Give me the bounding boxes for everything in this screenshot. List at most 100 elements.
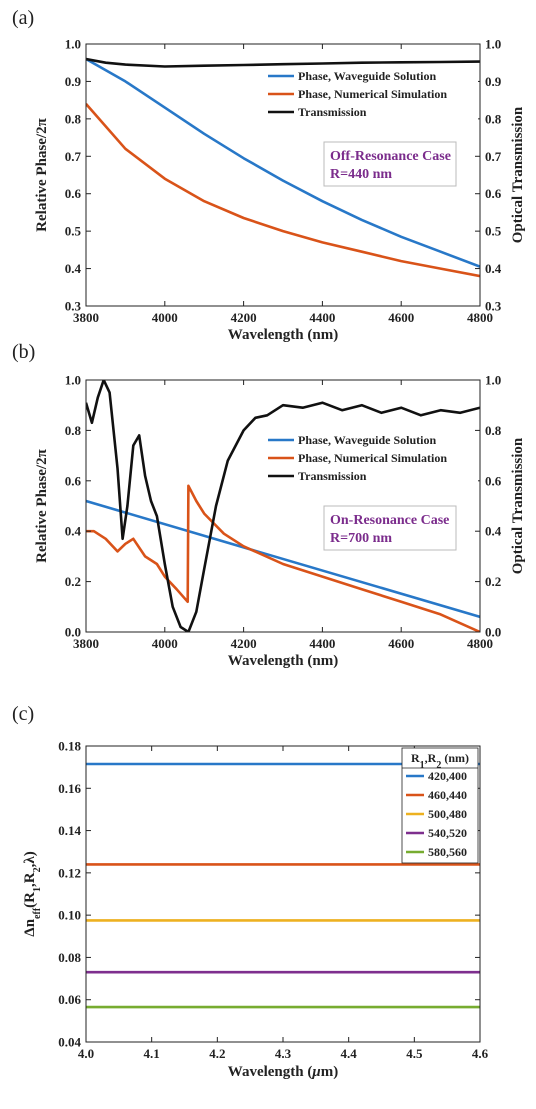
y-tick-label-right: 0.6 xyxy=(485,186,502,201)
x-tick-label: 4800 xyxy=(467,310,493,325)
y-axis-title-left: Relative Phase/2π xyxy=(34,117,50,231)
x-tick-label: 3800 xyxy=(73,310,99,325)
y-tick-label-left: 0.4 xyxy=(65,524,82,539)
annotation-box: On-Resonance Case R=700 nm xyxy=(323,505,457,551)
y-tick-label-left: 1.0 xyxy=(65,373,81,388)
panel-label: (a) xyxy=(12,7,34,29)
y-tick-label-left: 0.4 xyxy=(65,261,82,276)
x-tick-label: 4.2 xyxy=(209,1046,225,1061)
plot-frame xyxy=(85,43,481,307)
legend-entry-2: Phase, Numerical Simulation xyxy=(298,451,447,465)
y-tick-label-left: 0.8 xyxy=(65,423,82,438)
x-axis-title: Wavelength (μm) xyxy=(228,1064,338,1080)
y-tick-label-left: 0.06 xyxy=(58,992,81,1007)
y-axis-title-right: Optical Transmission xyxy=(510,106,526,243)
legend-entry-2: 460,440 xyxy=(428,788,467,802)
y-tick-label-right: 0.5 xyxy=(485,224,502,239)
series-line-1 xyxy=(86,57,480,268)
x-tick-label: 4600 xyxy=(388,310,414,325)
y-tick-label-left: 1.0 xyxy=(65,37,81,52)
series-group xyxy=(86,57,480,278)
x-tick-label: 4200 xyxy=(231,636,257,651)
y-tick-label-left: 0.6 xyxy=(65,473,82,488)
plot-frame xyxy=(85,379,481,633)
legend: R1,R2 (nm)420,400 460,440 500,480 540,520 58… xyxy=(401,747,479,864)
y-tick-label-left: 0.5 xyxy=(65,224,82,239)
series-group xyxy=(86,380,480,632)
annotation-line-2: R=700 nm xyxy=(330,531,392,546)
y-tick-label-right: 0.4 xyxy=(485,261,502,276)
x-tick-label: 4000 xyxy=(152,636,178,651)
legend: Phase, Waveguide Solution Phase, Numerica… xyxy=(264,432,478,490)
x-tick-label: 4.6 xyxy=(472,1046,489,1061)
annotation-box: Off-Resonance Case R=440 nm xyxy=(323,141,457,187)
x-tick-label: 4800 xyxy=(467,636,493,651)
annotation-line-1: Off-Resonance Case xyxy=(330,149,451,164)
legend-entry-1: Phase, Waveguide Solution xyxy=(298,69,436,83)
x-tick-label: 4.3 xyxy=(275,1046,292,1061)
panel-b: (b)3800 4000 4200 4400 4600 48000.00.20.40.60… xyxy=(12,341,526,669)
y-tick-label-left: 0.12 xyxy=(58,865,81,880)
y-tick-label-right: 0.8 xyxy=(485,423,502,438)
x-tick-label: 3800 xyxy=(73,636,99,651)
y-tick-label-right: 0.2 xyxy=(485,574,501,589)
legend-box xyxy=(264,68,478,126)
legend-entry-3: Transmission xyxy=(298,105,367,119)
y-tick-label-left: 0.9 xyxy=(65,74,82,89)
series-line-3 xyxy=(86,380,480,632)
y-tick-label-left: 0.16 xyxy=(58,781,81,796)
y-tick-label-left: 0.10 xyxy=(58,908,81,923)
y-tick-label-left: 0.08 xyxy=(58,950,81,965)
legend-entry-2: Phase, Numerical Simulation xyxy=(298,87,447,101)
y-tick-label-left: 0.0 xyxy=(65,625,81,640)
y-tick-label-left: 0.6 xyxy=(65,186,82,201)
series-line-2 xyxy=(86,103,480,278)
legend-entry-4: 540,520 xyxy=(428,826,467,840)
x-tick-label: 4200 xyxy=(231,310,257,325)
x-tick-label: 4.4 xyxy=(341,1046,358,1061)
legend-entry-3: Transmission xyxy=(298,469,367,483)
x-axis-title: Wavelength (nm) xyxy=(228,653,338,669)
panel-c: (c) 4.0 4.1 4.2 4.3 4.4 4.5 4.6 0.04 0.06 0.08 0.10… xyxy=(12,703,489,1080)
x-tick-label: 4.5 xyxy=(406,1046,423,1061)
y-tick-label-left: 0.18 xyxy=(58,739,81,754)
y-tick-label-right: 1.0 xyxy=(485,373,501,388)
y-tick-label-right: 0.4 xyxy=(485,524,502,539)
x-tick-label: 4400 xyxy=(309,310,335,325)
y-tick-label-left: 0.3 xyxy=(65,299,82,314)
panel-label: (c) xyxy=(12,703,34,725)
y-axis-title-left: Relative Phase/2π xyxy=(34,448,50,562)
annotation-line-1: On-Resonance Case xyxy=(330,513,449,528)
y-axis-title-right: Optical Transmission xyxy=(510,437,526,574)
y-tick-label-left: 0.8 xyxy=(65,111,82,126)
series-line-2 xyxy=(86,484,480,632)
y-tick-label-right: 0.6 xyxy=(485,473,502,488)
x-tick-label: 4.1 xyxy=(144,1046,160,1061)
legend-box xyxy=(264,432,478,490)
legend-entry-5: 580,560 xyxy=(428,845,467,859)
x-tick-label: 4000 xyxy=(152,310,178,325)
x-axis-title: Wavelength (nm) xyxy=(228,327,338,343)
x-tick-label: 4.0 xyxy=(78,1046,94,1061)
y-tick-label-right: 0.3 xyxy=(485,299,502,314)
panel-a: (a)3800 4000 4200 4400 4600 48000.30.40.50.60… xyxy=(12,7,526,343)
y-tick-label-right: 0.9 xyxy=(485,74,502,89)
legend-entry-3: 500,480 xyxy=(428,807,467,821)
legend-box xyxy=(401,747,479,864)
y-tick-label-right: 0.7 xyxy=(485,149,502,164)
series-line-3 xyxy=(86,57,480,68)
y-tick-label-right: 1.0 xyxy=(485,37,501,52)
y-tick-label-left: 0.14 xyxy=(58,823,81,838)
annotation-frame xyxy=(323,505,457,551)
annotation-line-2: R=440 nm xyxy=(330,167,392,182)
x-tick-label: 4400 xyxy=(309,636,335,651)
legend: Phase, Waveguide Solution Phase, Numerica… xyxy=(264,68,478,126)
annotation-frame xyxy=(323,141,457,187)
legend-entry-1: Phase, Waveguide Solution xyxy=(298,433,436,447)
legend-title: R1,R2 (nm) xyxy=(411,751,469,771)
y-axis-title: Δneff(R1,R2,λ) xyxy=(22,851,43,936)
y-tick-label-left: 0.2 xyxy=(65,574,81,589)
y-tick-label-right: 0.0 xyxy=(485,625,501,640)
legend-entry-1: 420,400 xyxy=(428,769,467,783)
